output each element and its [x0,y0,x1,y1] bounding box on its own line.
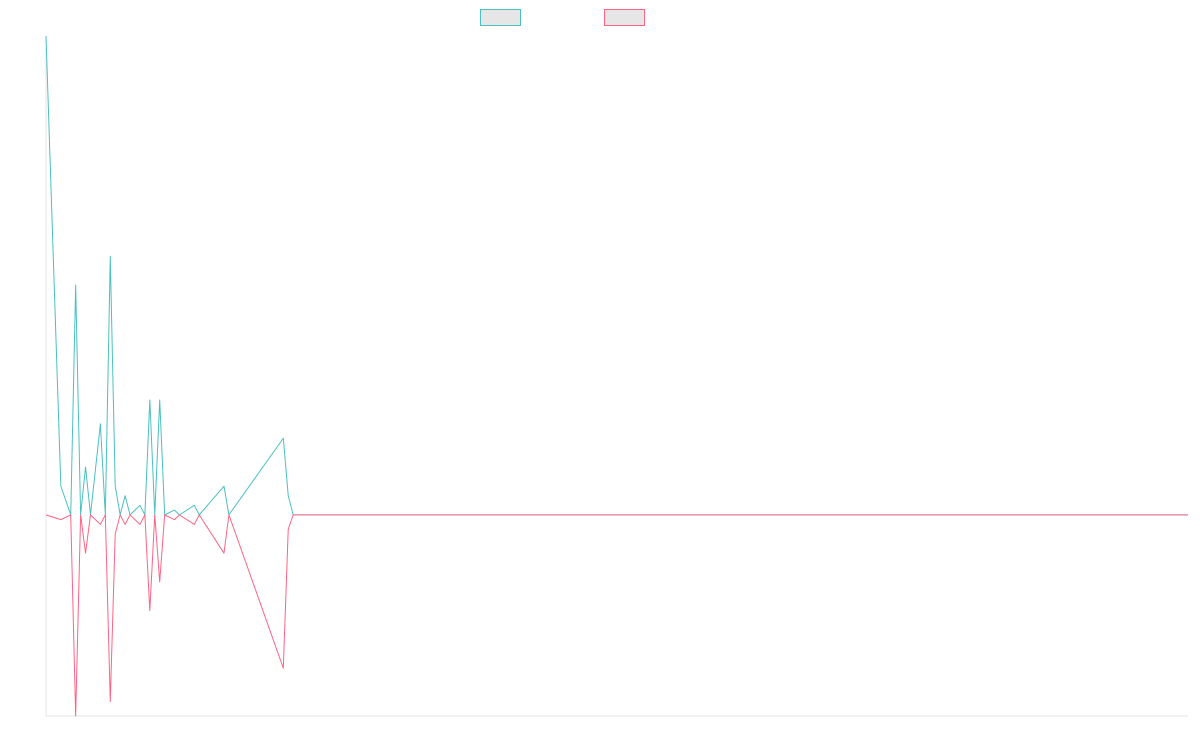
series-layer [45,35,1188,717]
legend-item-2[interactable] [604,9,645,26]
series-line-2 [45,514,1188,717]
series-line-1 [45,35,1188,516]
series-1 [45,35,1188,516]
legend-item-1[interactable] [480,9,521,26]
axes [45,36,1188,717]
legend-swatch [480,9,521,26]
legend[interactable] [480,9,645,26]
series-2 [45,514,1188,717]
legend-swatch [604,9,645,26]
